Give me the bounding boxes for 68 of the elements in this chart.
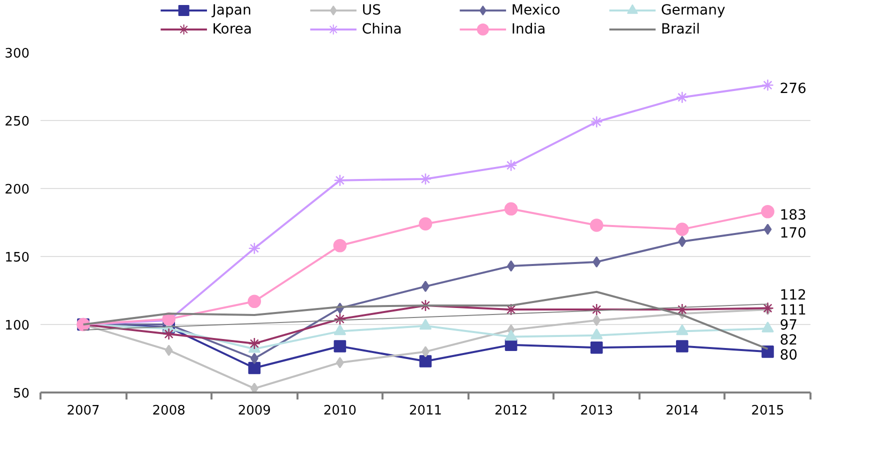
x-tick-label: 2014 <box>666 404 699 418</box>
data-label: 183 <box>780 208 806 224</box>
data-label: 82 <box>780 332 798 349</box>
y-tick-label: 50 <box>12 386 30 402</box>
data-label: 276 <box>780 81 807 98</box>
point <box>248 294 262 308</box>
legend-label: Japan <box>211 2 252 18</box>
point <box>162 328 175 340</box>
point <box>762 78 774 92</box>
data-label: 97 <box>780 318 798 334</box>
x-tick-label: 2012 <box>494 404 528 418</box>
point <box>678 236 686 248</box>
x-tick-label: 2008 <box>152 404 186 418</box>
point <box>590 116 603 128</box>
data-label: 111 <box>780 302 806 319</box>
point <box>336 356 344 368</box>
data-label: 170 <box>780 225 806 242</box>
legend-label: Brazil <box>660 22 700 38</box>
point <box>419 172 432 186</box>
point <box>334 324 346 336</box>
point <box>334 312 346 326</box>
y-tick-label: 100 <box>4 318 30 334</box>
legend-label: Mexico <box>511 2 560 18</box>
y-tick-label: 300 <box>4 46 30 62</box>
data-label: 80 <box>780 348 798 364</box>
point <box>250 382 258 392</box>
point <box>333 238 347 252</box>
legend-label: China <box>362 22 402 38</box>
point <box>764 224 772 235</box>
legend-label: Germany <box>660 2 726 18</box>
y-tick-label: 200 <box>4 182 30 198</box>
point <box>504 330 518 341</box>
point <box>419 355 432 368</box>
point <box>248 362 261 374</box>
point <box>592 256 601 268</box>
point <box>676 340 688 352</box>
x-tick-label: 2015 <box>751 404 784 418</box>
point <box>248 242 261 254</box>
point <box>676 303 688 316</box>
point <box>250 352 258 364</box>
y-tick-label: 150 <box>4 250 30 266</box>
point <box>590 218 604 232</box>
legend-label: India <box>511 22 546 38</box>
x-tick-label: 2013 <box>580 404 614 418</box>
point <box>676 222 689 236</box>
data-label: 112 <box>780 288 806 304</box>
point <box>419 318 432 330</box>
legend-label: US <box>362 2 382 18</box>
point <box>504 202 518 216</box>
point <box>164 344 173 356</box>
point <box>507 260 516 272</box>
y-tick-label: 250 <box>4 114 30 130</box>
legend-label: Korea <box>212 22 252 38</box>
point <box>592 314 601 326</box>
point <box>762 322 774 332</box>
point <box>761 204 774 218</box>
point <box>676 91 688 104</box>
x-tick-label: 2010 <box>323 404 356 418</box>
point <box>504 159 518 172</box>
x-tick-label: 2011 <box>408 404 442 418</box>
x-tick-label: 2009 <box>238 404 271 418</box>
point <box>334 340 346 352</box>
point <box>676 324 688 336</box>
point <box>590 328 603 340</box>
point <box>418 217 432 230</box>
point <box>248 337 261 350</box>
x-tick-label: 2007 <box>66 404 100 418</box>
point <box>590 341 603 354</box>
